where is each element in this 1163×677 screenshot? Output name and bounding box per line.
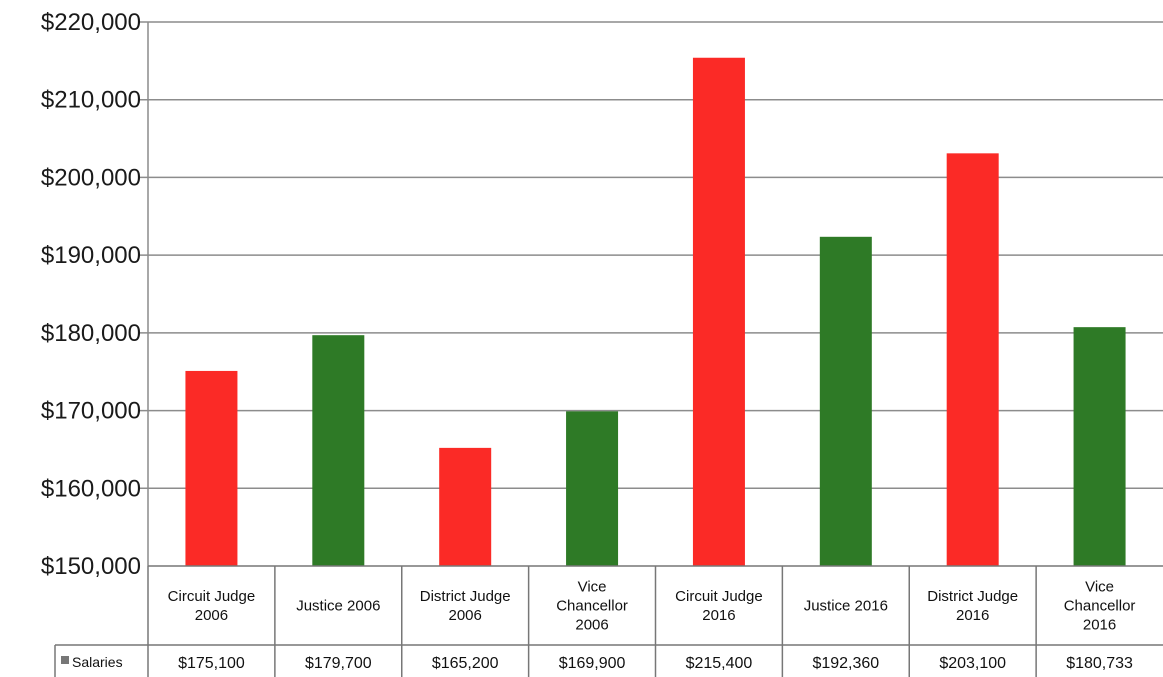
category-label: Justice 2016 [804, 598, 888, 615]
bars [185, 57, 1126, 567]
category-label: Vice Chancellor 2016 [1064, 579, 1136, 634]
category-label-line: Chancellor [556, 598, 628, 615]
category-label-line: Circuit Judge [675, 588, 763, 605]
data-table: Circuit Judge 2006 Justice 2006 District Ju… [54, 565, 1163, 677]
bar [819, 236, 872, 566]
category-label-line: 2006 [575, 617, 608, 634]
category-label: Vice Chancellor 2006 [556, 579, 628, 634]
bar [185, 370, 238, 566]
category-label: Justice 2006 [296, 598, 380, 615]
legend-marker [61, 656, 69, 664]
bar [312, 335, 365, 566]
data-label: $169,900 [559, 655, 626, 672]
y-tick-label: $210,000 [41, 87, 141, 114]
data-label: $165,200 [432, 655, 499, 672]
y-tick-label: $150,000 [41, 553, 141, 580]
data-label: $192,360 [812, 655, 879, 672]
category-label: District Judge 2006 [420, 588, 511, 624]
y-tick-label: $190,000 [41, 242, 141, 269]
y-tick-label: $170,000 [41, 398, 141, 425]
legend-series-name: Salaries [72, 654, 123, 670]
category-label-line: 2006 [449, 607, 482, 624]
data-label: $203,100 [939, 655, 1006, 672]
category-label-line: District Judge [927, 588, 1018, 605]
category-label-line: District Judge [420, 588, 511, 605]
category-label-line: 2016 [702, 607, 735, 624]
gridlines [140, 21, 1163, 566]
y-tick-label: $180,000 [41, 320, 141, 347]
category-label: Circuit Judge 2016 [675, 588, 763, 624]
bar [692, 57, 745, 567]
category-label-line: Chancellor [1064, 598, 1136, 615]
y-tick-label: $220,000 [41, 9, 141, 36]
y-axis-tick-labels: $220,000 $210,000 $200,000 $190,000 $180,000… [41, 9, 141, 580]
data-label: $215,400 [686, 655, 753, 672]
category-label-line: 2016 [956, 607, 989, 624]
data-label: $179,700 [305, 655, 372, 672]
data-label: $175,100 [178, 655, 245, 672]
category-label-line: Circuit Judge [168, 588, 256, 605]
category-label-line: Vice [1085, 579, 1114, 596]
y-tick-label: $200,000 [41, 164, 141, 191]
category-label-line: 2006 [195, 607, 228, 624]
category-label-line: Justice 2016 [804, 598, 888, 615]
category-label-line: Vice [578, 579, 607, 596]
bar [566, 411, 619, 566]
category-label-line: Justice 2006 [296, 598, 380, 615]
category-label: District Judge 2016 [927, 588, 1018, 624]
bar [439, 447, 492, 566]
data-label: $180,733 [1066, 655, 1133, 672]
bar [1073, 327, 1126, 566]
bar [946, 153, 999, 566]
category-label-line: 2016 [1083, 617, 1116, 634]
y-tick-label: $160,000 [41, 475, 141, 502]
category-label: Circuit Judge 2006 [168, 588, 256, 624]
